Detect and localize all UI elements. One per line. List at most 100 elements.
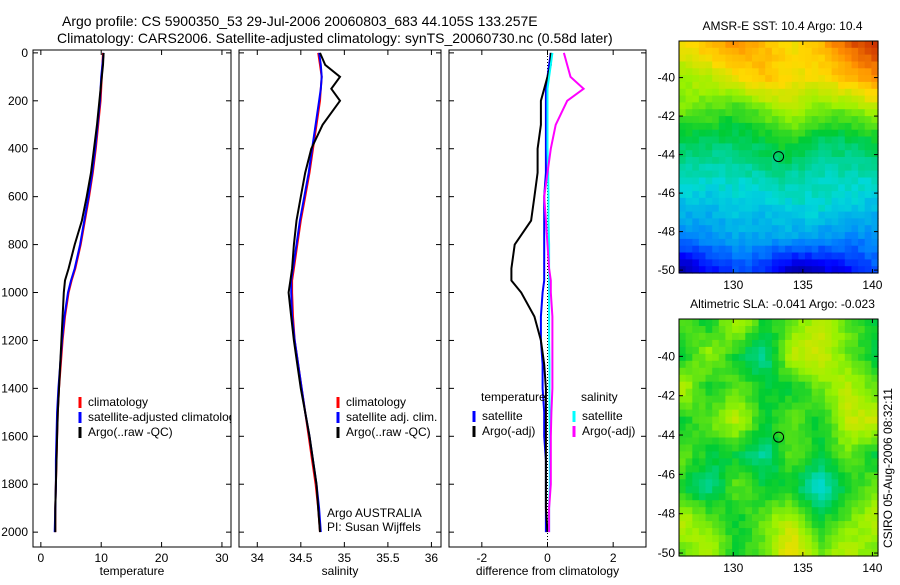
heatmap-cell xyxy=(738,472,746,480)
heatmap-cell xyxy=(791,374,799,383)
heatmap-cell xyxy=(818,444,826,453)
heatmap-cell xyxy=(824,252,833,260)
heatmap-cell xyxy=(712,75,720,83)
heatmap-cell xyxy=(798,409,806,418)
heatmap-cell xyxy=(732,479,740,487)
heatmap-cell xyxy=(725,136,733,144)
heatmap-cell xyxy=(858,75,866,83)
heatmap-cell xyxy=(771,542,780,550)
heatmap-cell xyxy=(864,542,872,550)
heatmap-cell xyxy=(785,346,793,355)
heatmap-cell xyxy=(844,319,852,327)
heatmap-cell xyxy=(818,395,826,404)
heatmap-cell xyxy=(745,122,753,131)
heatmap-cell xyxy=(824,184,833,192)
heatmap-cell xyxy=(698,472,707,480)
heatmap-cell xyxy=(771,252,780,260)
heatmap-cell xyxy=(725,416,733,425)
y-tick-label: 1200 xyxy=(1,333,28,347)
heatmap-cell xyxy=(765,542,773,550)
heatmap-cell xyxy=(811,191,819,199)
heatmap-cell xyxy=(738,177,746,185)
heatmap-cell xyxy=(685,157,693,165)
heatmap-cell xyxy=(698,109,707,117)
heatmap-cell xyxy=(752,451,760,459)
heatmap-cell xyxy=(871,535,879,543)
heatmap-cell xyxy=(679,535,687,543)
heatmap-cell xyxy=(818,259,826,267)
heatmap-cell xyxy=(818,521,826,529)
x-axis-label: difference from climatology xyxy=(476,564,619,578)
heatmap-cell xyxy=(864,61,872,69)
heatmap-cell xyxy=(778,451,786,459)
heatmap-cell xyxy=(732,367,740,376)
heatmap-cell xyxy=(698,177,707,185)
heatmap-cell xyxy=(765,218,773,226)
heatmap-cell xyxy=(824,129,833,138)
heatmap-cell xyxy=(824,88,833,97)
heatmap-cell xyxy=(758,41,766,49)
heatmap-cell xyxy=(718,437,726,446)
x-axis-label: salinity xyxy=(322,564,359,578)
heatmap-cell xyxy=(785,528,793,536)
heatmap-cell xyxy=(811,549,819,557)
heatmap-cell xyxy=(692,54,700,62)
heatmap-cell xyxy=(758,381,766,390)
heatmap-cell xyxy=(765,177,773,185)
heatmap-cell xyxy=(685,266,693,274)
heatmap-cell xyxy=(712,177,720,185)
heatmap-cell xyxy=(685,346,693,355)
heatmap-cell xyxy=(732,326,740,334)
heatmap-cell xyxy=(785,252,793,260)
heatmap-cell xyxy=(838,259,846,267)
heatmap-cell xyxy=(791,402,799,411)
heatmap-cell xyxy=(752,381,760,390)
heatmap-cell xyxy=(692,150,700,158)
heatmap-cell xyxy=(732,346,740,355)
heatmap-cell xyxy=(871,367,879,376)
heatmap-cell xyxy=(712,430,720,439)
heatmap-cell xyxy=(725,514,733,522)
heatmap-cell xyxy=(698,423,707,432)
heatmap-cell xyxy=(851,416,859,425)
heatmap-cell xyxy=(738,326,746,334)
heatmap-cell xyxy=(851,507,859,515)
heatmap-cell xyxy=(692,81,700,90)
heatmap-cell xyxy=(738,458,746,466)
heatmap-cell xyxy=(805,150,813,158)
heatmap-cell xyxy=(712,197,720,206)
heatmap-cell xyxy=(685,416,693,425)
heatmap-cell xyxy=(864,360,872,369)
heatmap-cell xyxy=(685,388,693,397)
heatmap-cell xyxy=(692,409,700,418)
heatmap-cell xyxy=(851,339,859,348)
heatmap-cell xyxy=(752,41,760,49)
heatmap-cell xyxy=(692,332,700,341)
heatmap-cell xyxy=(871,170,879,178)
heatmap-cell xyxy=(732,143,740,151)
heatmap-cell xyxy=(805,170,813,178)
heatmap-cell xyxy=(785,542,793,550)
heatmap-cell xyxy=(712,319,720,327)
heatmap-cell xyxy=(685,211,693,219)
heatmap-cell xyxy=(685,479,693,487)
heatmap-cell xyxy=(791,451,799,459)
heatmap-cell xyxy=(798,381,806,390)
heatmap-cell xyxy=(692,514,700,522)
heatmap-cell xyxy=(798,416,806,425)
heatmap-cell xyxy=(844,95,852,103)
heatmap-cell xyxy=(851,238,859,247)
heatmap-cell xyxy=(831,157,839,165)
heatmap-cell xyxy=(858,170,866,178)
heatmap-cell xyxy=(732,423,740,432)
heatmap-cell xyxy=(851,81,859,90)
heatmap-cell xyxy=(851,54,859,62)
heatmap-cell xyxy=(752,416,760,425)
heatmap-cell xyxy=(705,122,713,131)
heatmap-cell xyxy=(705,184,713,192)
heatmap-cell xyxy=(778,416,786,425)
heatmap-cell xyxy=(785,157,793,165)
heatmap-cell xyxy=(824,332,833,341)
heatmap-cell xyxy=(745,374,753,383)
heatmap-cell xyxy=(752,360,760,369)
